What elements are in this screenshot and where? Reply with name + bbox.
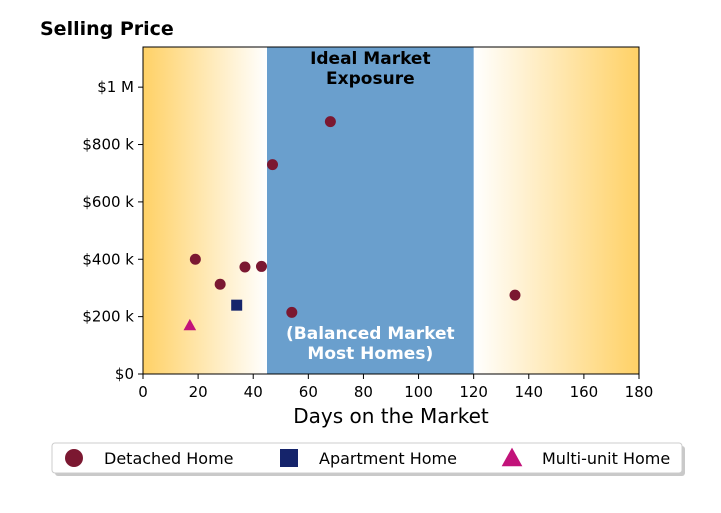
x-axis: 0 20 40 60 80 100 120 140 160 180 xyxy=(138,374,653,401)
legend-label-detached-home: Detached Home xyxy=(104,449,234,468)
x-tick-label: 120 xyxy=(459,383,488,401)
y-tick-label: $600 k xyxy=(82,193,134,211)
detached-home-point xyxy=(239,261,251,273)
detached-home-point xyxy=(189,253,201,265)
x-tick-label: 0 xyxy=(138,383,148,401)
x-tick-label: 140 xyxy=(514,383,543,401)
detached-home-point xyxy=(255,260,267,272)
detached-home-point xyxy=(324,116,336,128)
x-tick-label: 100 xyxy=(404,383,433,401)
band-bottom-label: (Balanced Market Most Homes) xyxy=(286,324,455,364)
x-tick-label: 80 xyxy=(354,383,373,401)
x-tick-label: 40 xyxy=(244,383,263,401)
x-tick-label: 180 xyxy=(625,383,654,401)
region-ideal-band xyxy=(267,47,474,374)
chart-title: Selling Price xyxy=(40,18,174,40)
region-left-gradient xyxy=(143,47,267,374)
legend-marker-multi-unit-home xyxy=(501,447,523,467)
multi-unit-home-point xyxy=(183,318,197,331)
legend-marker-apartment-home xyxy=(280,449,298,467)
legend: Detached Home Apartment Home Multi-unit Ho… xyxy=(51,442,685,476)
region-right-gradient xyxy=(473,47,639,374)
plot-frame xyxy=(142,46,640,375)
band-top-label: Ideal Market Exposure xyxy=(310,49,431,89)
detached-home-point xyxy=(509,289,521,301)
legend-label-multi-unit-home: Multi-unit Home xyxy=(542,449,670,468)
detached-home-point xyxy=(214,278,226,290)
y-axis: $0 $200 k $400 k $600 k $800 k $1 M xyxy=(82,78,143,383)
legend-frame xyxy=(51,442,683,474)
y-tick-label: $0 xyxy=(115,365,134,383)
detached-home-point xyxy=(267,159,279,171)
detached-home-point xyxy=(286,306,298,318)
plot-background xyxy=(143,47,639,374)
x-axis-label: Days on the Market xyxy=(293,404,489,428)
legend-label-apartment-home: Apartment Home xyxy=(319,449,457,468)
legend-marker-detached-home xyxy=(65,449,83,467)
x-tick-label: 20 xyxy=(189,383,208,401)
data-points xyxy=(183,116,521,331)
x-tick-label: 60 xyxy=(299,383,318,401)
apartment-home-point xyxy=(231,299,243,311)
y-tick-label: $200 k xyxy=(82,308,134,326)
y-tick-label: $400 k xyxy=(82,250,134,268)
y-tick-label: $800 k xyxy=(82,136,134,154)
x-tick-label: 160 xyxy=(570,383,599,401)
y-tick-label: $1 M xyxy=(97,78,134,96)
